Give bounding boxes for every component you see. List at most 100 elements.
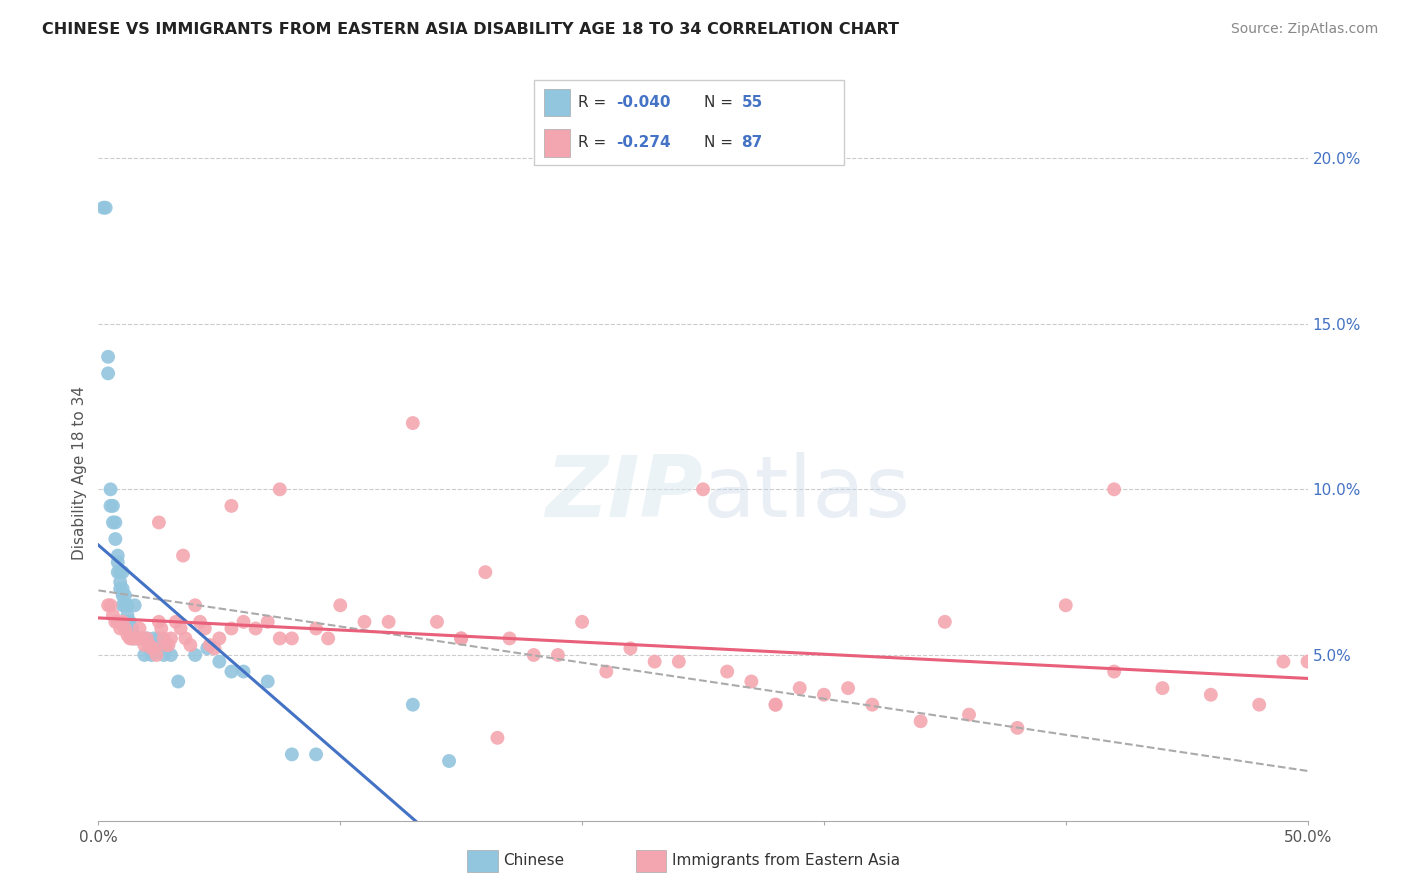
Point [1152,681,1174,695]
Point [124,632,146,646]
Point [198,638,221,652]
Point [148,516,170,530]
Point [97,367,120,381]
Point [97,599,120,613]
Point [118,632,141,646]
Point [305,747,328,762]
Point [141,648,163,662]
Point [111,588,134,602]
Point [256,615,278,629]
Point [100,599,122,613]
Point [256,674,278,689]
Text: N =: N = [704,95,738,110]
Point [138,638,160,652]
Point [353,615,375,629]
Text: Source: ZipAtlas.com: Source: ZipAtlas.com [1230,22,1378,37]
Point [131,632,153,646]
Point [143,641,166,656]
Point [204,641,226,656]
Point [172,549,194,563]
Point [108,622,131,636]
Point [118,615,141,629]
Point [131,632,153,646]
Point [402,416,425,430]
Point [474,565,496,579]
Text: R =: R = [578,95,610,110]
Bar [636,849,666,872]
Point [740,674,762,689]
Point [94,201,117,215]
Point [134,638,156,652]
Point [152,648,174,662]
Point [128,622,150,636]
Point [208,655,231,669]
Point [104,516,127,530]
Bar [544,89,569,116]
Point [165,615,187,629]
Point [134,648,156,662]
Point [117,628,139,642]
Point [91,201,114,215]
Point [498,632,520,646]
Point [194,622,217,636]
Point [221,499,243,513]
Point [221,665,243,679]
Point [837,681,859,695]
Point [269,483,291,497]
Point [117,599,139,613]
Point [1007,721,1029,735]
Point [644,655,666,669]
Text: 87: 87 [741,136,763,151]
Point [179,638,201,652]
Point [269,632,291,646]
Point [148,615,170,629]
Point [101,516,124,530]
Point [111,599,134,613]
Text: Chinese: Chinese [503,854,564,868]
Point [157,638,180,652]
Point [121,632,143,646]
Point [377,615,399,629]
Point [114,588,136,602]
Text: -0.274: -0.274 [616,136,671,151]
Point [184,648,207,662]
Text: Immigrants from Eastern Asia: Immigrants from Eastern Asia [672,854,900,868]
Point [101,499,124,513]
Point [450,632,472,646]
Point [765,698,787,712]
Point [765,698,787,712]
Point [107,615,129,629]
Point [150,638,173,652]
Point [160,648,183,662]
Point [114,599,136,613]
Point [100,483,122,497]
Point [148,632,170,646]
Point [117,615,139,629]
Point [316,632,339,646]
Text: R =: R = [578,136,610,151]
Point [167,674,190,689]
Point [1102,483,1125,497]
Point [124,632,146,646]
Text: 55: 55 [741,95,763,110]
Point [692,483,714,497]
Point [595,665,617,679]
Point [195,641,218,656]
Text: atlas: atlas [703,452,911,535]
Point [1199,688,1222,702]
Point [155,638,177,652]
Point [150,622,173,636]
Point [571,615,593,629]
Point [118,622,141,636]
Point [101,608,124,623]
Point [138,641,160,656]
Point [114,622,136,636]
Point [245,622,267,636]
Bar [544,129,569,157]
Point [155,641,177,656]
Point [104,615,127,629]
Point [104,532,127,546]
Point [281,747,304,762]
Point [1102,665,1125,679]
Point [305,622,328,636]
